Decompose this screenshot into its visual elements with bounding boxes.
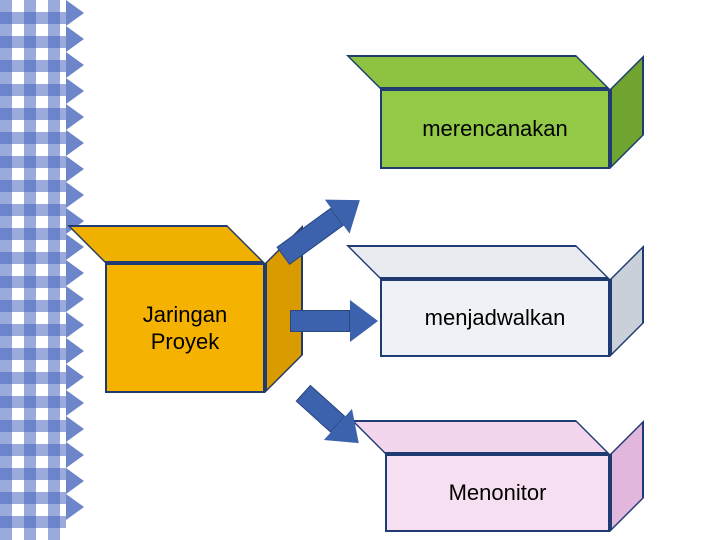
- zigzag-edge: [66, 0, 86, 540]
- box-schedule-label: menjadwalkan: [425, 304, 566, 332]
- box-jaringan-proyek: Jaringan Proyek: [105, 225, 303, 393]
- box-menonitor: Menonitor: [385, 420, 644, 532]
- box-source-label-line1: Jaringan: [143, 301, 227, 329]
- box-plan-label: merencanakan: [422, 115, 568, 143]
- box-monitor-label: Menonitor: [449, 479, 547, 507]
- box-merencanakan: merencanakan: [380, 55, 644, 169]
- arrow-to-plan: [271, 183, 373, 273]
- box-menjadwalkan: menjadwalkan: [380, 245, 644, 357]
- box-source-label-line2: Proyek: [143, 328, 227, 356]
- gingham-border: [0, 0, 66, 540]
- arrow-to-schedule: [290, 300, 378, 342]
- diagram-stage: Jaringan Proyek merencanakan menjadwalka…: [0, 0, 720, 540]
